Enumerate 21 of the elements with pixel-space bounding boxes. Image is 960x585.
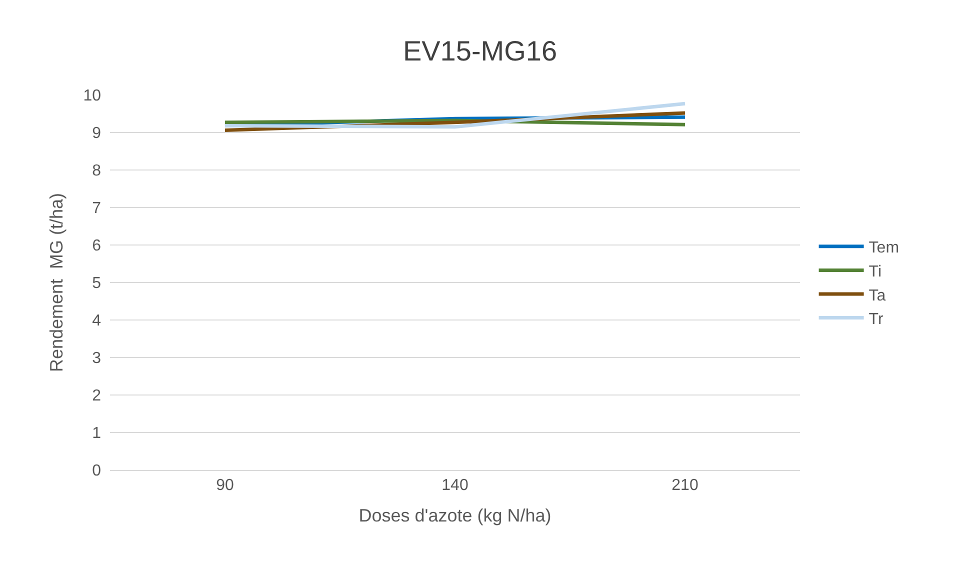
y-tick-label: 9 (92, 125, 102, 142)
y-tick-label: 1 (92, 425, 102, 442)
legend-label: Tr (868, 311, 884, 328)
chart-title: EV15-MG16 (402, 36, 558, 67)
x-tick-label: 210 (672, 477, 698, 494)
y-tick-label: 7 (92, 200, 102, 218)
legend-label: Ta (868, 287, 886, 304)
legend-label: Tem (868, 240, 900, 257)
y-tick-label: 5 (92, 275, 102, 292)
y-tick-label: 10 (83, 88, 102, 105)
x-tick-label: 140 (442, 477, 468, 494)
x-axis-title: Doses d'azote (kg N/ha) (358, 505, 552, 526)
y-tick-label: 6 (92, 238, 102, 255)
x-tick-label: 90 (216, 477, 234, 494)
y-tick-label: 0 (92, 462, 102, 480)
y-tick-label: 8 (92, 162, 102, 180)
y-tick-label: 3 (92, 350, 102, 368)
legend-label: Ti (868, 263, 882, 280)
y-tick-label: 2 (92, 388, 102, 405)
y-axis-title: Rendement MG (t/ha) (46, 192, 66, 372)
y-tick-label: 4 (92, 312, 102, 330)
